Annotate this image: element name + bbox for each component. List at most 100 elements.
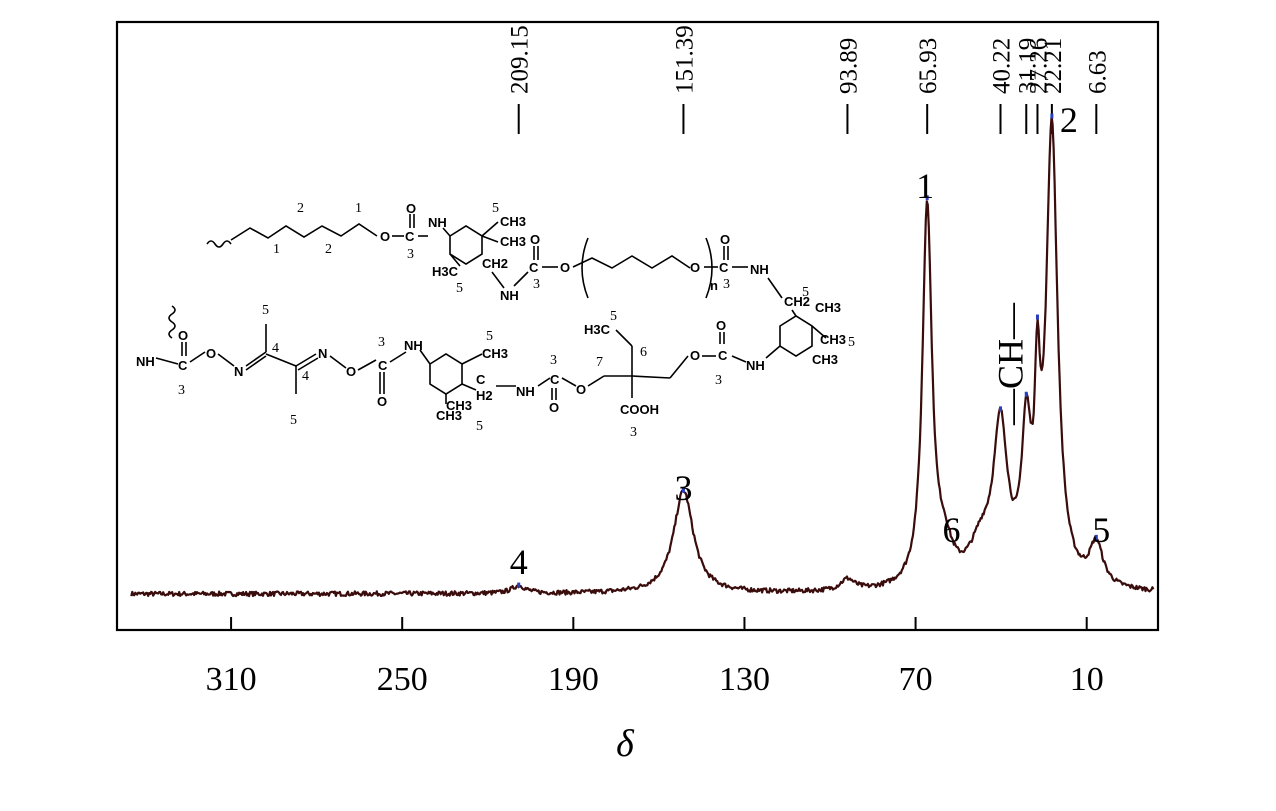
atom-num: 2: [297, 201, 304, 216]
atom-c: C: [378, 358, 388, 373]
atom-num: 5: [290, 413, 297, 428]
peak-number-label: 2: [1060, 100, 1078, 140]
peak-number-label: 3: [674, 468, 692, 508]
ch2-label: —CH—: [991, 302, 1031, 426]
spectrum-line: [130, 115, 1155, 598]
peak-number-label: 1: [916, 166, 934, 206]
cooh: COOH: [620, 402, 659, 417]
x-tick-label: 10: [1070, 661, 1104, 698]
shift-label: 22.21: [1040, 38, 1067, 94]
atom-nh: NH: [404, 338, 423, 353]
atom-o: O: [380, 229, 390, 244]
atom-num: 5: [486, 329, 493, 344]
atom-num: 2: [325, 242, 332, 257]
shift-label: 40.22: [989, 38, 1016, 94]
atom-c: C: [405, 229, 415, 244]
atom-n: N: [318, 346, 327, 361]
atom-c: C: [550, 372, 560, 387]
atom-o: O: [206, 346, 216, 361]
h3c: H3C: [584, 322, 611, 337]
atom-num: 5: [848, 335, 855, 350]
peak-markers: [517, 113, 1098, 588]
bracket-right: [705, 237, 713, 299]
x-tick-label: 190: [548, 661, 599, 698]
x-tick-label: 130: [719, 661, 770, 698]
ch3: CH3: [812, 352, 838, 367]
atom-o: O: [178, 328, 188, 343]
atom-o: O: [377, 394, 387, 409]
atom-num: 4: [272, 341, 279, 356]
peak-number-label: 5: [1092, 510, 1110, 550]
ch2-label-text: —CH—: [991, 302, 1031, 426]
atom-n: N: [234, 364, 243, 379]
h2: H2: [476, 388, 493, 403]
shift-label: 93.89: [835, 38, 862, 94]
x-tick-label: 250: [377, 661, 428, 698]
atom-nh: NH: [516, 384, 535, 399]
atom-nh: NH: [746, 358, 765, 373]
wavy-bond: [168, 305, 176, 339]
atom-o: O: [549, 400, 559, 415]
atom-c: C: [719, 260, 729, 275]
h3c: H3C: [432, 264, 459, 279]
ch3: CH3: [482, 346, 508, 361]
chemical-shift-labels: 209.15 151.39 93.89 65.93 40.2231.1927.2622.…: [507, 25, 1111, 134]
atom-o: O: [716, 318, 726, 333]
atom-c: C: [718, 348, 728, 363]
atom-o: O: [690, 348, 700, 363]
atom-c: C: [178, 358, 188, 373]
shift-label: 6.63: [1084, 50, 1111, 94]
x-axis-label: δ: [616, 723, 635, 765]
shift-label: 31.19: [1014, 38, 1041, 94]
atom-num: 3: [630, 425, 637, 440]
atom-num: 3: [178, 383, 185, 398]
atom-num: 3: [378, 335, 385, 350]
x-tick-label: 70: [899, 661, 933, 698]
atom-o: O: [406, 201, 416, 216]
atom-num: 1: [355, 201, 362, 216]
ch3: CH3: [436, 408, 462, 423]
atom-num: 5: [456, 281, 463, 296]
atom-nh: NH: [500, 288, 519, 303]
atom-num: 5: [802, 285, 809, 300]
atom-num: 3: [715, 373, 722, 388]
subscript-n: n: [710, 278, 718, 293]
chemical-structure-inset: 1 2 2 1 O O C 3 NH CH3 CH3 5 H3C 5 CH2 N…: [136, 201, 855, 440]
ch3: CH3: [820, 332, 846, 347]
shift-label: 65.93: [915, 38, 942, 94]
ch3: CH3: [446, 398, 472, 413]
atom-o: O: [560, 260, 570, 275]
wavy-bond: [206, 240, 232, 248]
atom-num: 3: [407, 247, 414, 262]
plot-frame: [115, 20, 1160, 632]
shift-label: 151.39: [671, 25, 698, 94]
chain-bonds-row1: [230, 223, 378, 241]
shift-label: 209.15: [507, 25, 534, 94]
x-axis-tick-labels: 310 250 190 130 70 10: [206, 661, 1104, 698]
atom-num: 4: [302, 369, 309, 384]
x-axis-ticks: [230, 617, 1088, 630]
ch3: CH3: [500, 234, 526, 249]
atom-num: 6: [640, 345, 647, 360]
ch3: CH3: [500, 214, 526, 229]
ch2: CH2: [482, 256, 508, 271]
bracket-left: [581, 237, 589, 299]
atom-num: 5: [262, 303, 269, 318]
peak-number-label: 4: [510, 542, 528, 582]
peak-labels: 1 2 3 4 5 6 —CH—: [510, 100, 1111, 582]
x-tick-label: 310: [206, 661, 257, 698]
atom-num: 1: [273, 242, 280, 257]
ch2: C: [476, 372, 486, 387]
atom-nh: NH: [750, 262, 769, 277]
atom-num: 5: [476, 419, 483, 434]
atom-nh: NH: [428, 215, 447, 230]
atom-o: O: [576, 382, 586, 397]
atom-num: 5: [610, 309, 617, 324]
atom-num: 3: [723, 277, 730, 292]
atom-o: O: [346, 364, 356, 379]
atom-num: 7: [596, 355, 603, 370]
atom-o: O: [690, 260, 700, 275]
atom-num: 5: [492, 201, 499, 216]
peak-number-label: 6: [943, 510, 961, 550]
